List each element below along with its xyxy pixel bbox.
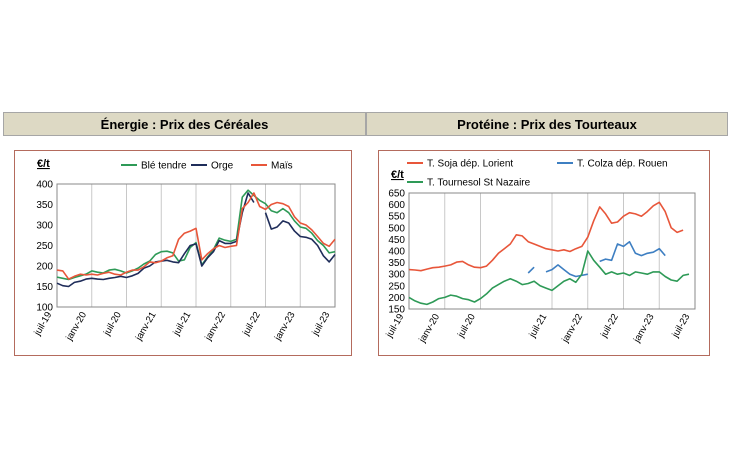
x-tick-label: janv-23 [272,310,298,343]
series-line-2 [527,240,666,278]
x-tick-label: juil-20 [455,312,478,340]
cereals-chart-panel: 100 150 200 250 300 350 400 juil-19 janv-20 juil-… [14,150,352,356]
y-axis-unit-label: €/t [391,169,404,181]
cereals-chart: 100 150 200 250 300 350 400 juil-19 janv-20 juil-… [32,158,336,343]
legend-label: T. Tournesol St Nazaire [427,178,531,189]
x-tick-label: juil-23 [310,310,333,338]
y-tick-label: 350 [36,200,53,211]
y-tick-label: 100 [36,303,53,314]
y-tick-label: 300 [36,221,53,232]
x-tick-label: juil-22 [240,310,263,338]
cereals-header: Énergie : Prix des Céréales [3,112,366,136]
x-tick-label: janv-22 [203,310,229,343]
y-tick-label: 400 [36,180,53,191]
legend-label: Maïs [271,161,293,172]
y-tick-label: 250 [388,281,405,292]
x-tick-label: janv-20 [417,312,443,345]
y-tick-label: 450 [388,235,405,246]
y-tick-label: 200 [388,293,405,304]
x-tick-label: juil-21 [527,312,550,340]
y-tick-label: 600 [388,200,405,211]
oilcake-chart-panel: 150 200 250 300 350 400 450 500 550 600 650 juil-19… [378,150,710,356]
plot-area [56,183,336,308]
x-tick-label: juil-19 [32,310,55,338]
legend-label: T. Soja dép. Lorient [427,159,513,170]
y-tick-label: 150 [36,282,53,293]
series-line-3 [408,250,690,306]
y-axis-unit-label: €/t [37,158,50,170]
x-tick-label: janv-21 [133,310,159,343]
legend-label: Orge [211,161,234,172]
x-tick-label: juil-22 [598,312,621,340]
y-tick-label: 650 [388,189,405,200]
series-line-1 [408,201,684,272]
legend-label: T. Colza dép. Rouen [577,159,668,170]
y-tick-label: 250 [36,241,53,252]
y-tick-label: 300 [388,270,405,281]
plot-area [408,192,696,310]
x-tick-label: juil-20 [101,310,124,338]
x-tick-label: janv-22 [560,312,586,345]
y-tick-label: 200 [36,262,53,273]
y-tick-label: 400 [388,247,405,258]
x-tick-label: juil-23 [670,312,693,340]
series-line-3 [56,192,336,280]
y-tick-label: 500 [388,223,405,234]
x-tick-label: janv-20 [64,310,90,343]
x-tick-label: juil-19 [384,312,407,340]
legend-label: Blé tendre [141,161,187,172]
y-tick-label: 550 [388,212,405,223]
x-tick-label: janv-23 [631,312,657,345]
y-tick-label: 350 [388,258,405,269]
oilcake-header: Protéine : Prix des Tourteaux [366,112,728,136]
x-tick-label: juil-21 [171,310,194,338]
y-tick-label: 150 [388,305,405,316]
